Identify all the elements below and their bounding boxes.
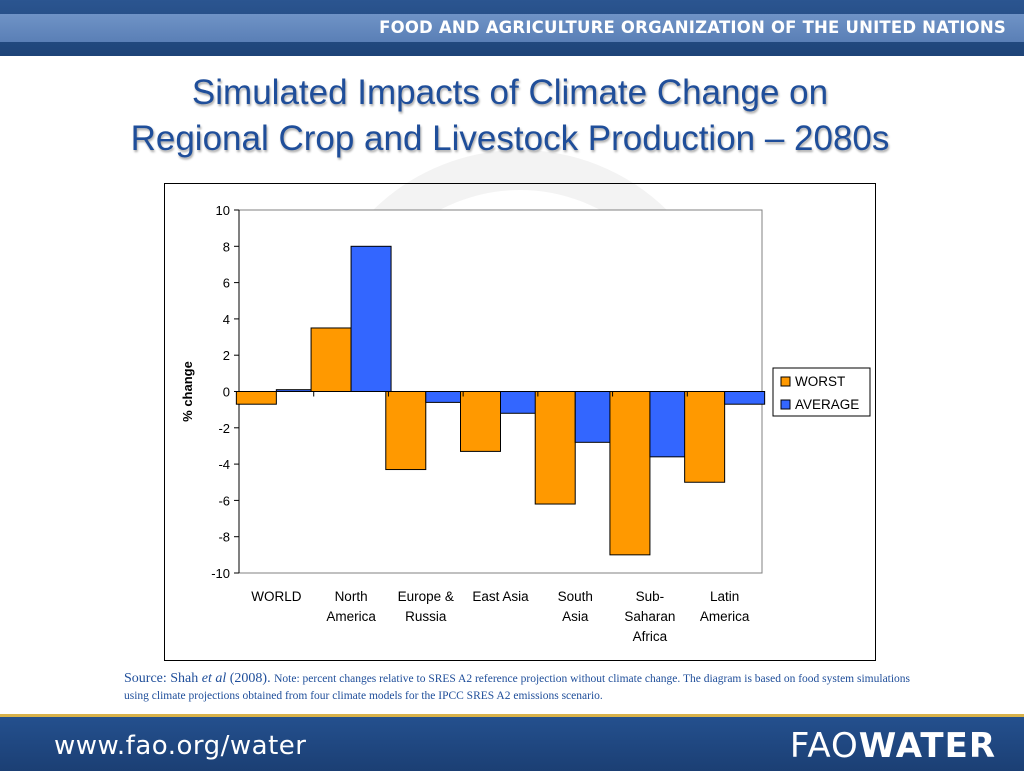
bar-worst xyxy=(235,391,277,405)
fao-water-logo: FAOWATER xyxy=(790,726,996,766)
brand-light: FAO xyxy=(789,726,859,766)
y-tick-label: 2 xyxy=(223,348,230,363)
source-author: Source: Shah xyxy=(124,671,202,686)
bar-average xyxy=(724,391,766,405)
y-tick-label: -10 xyxy=(211,566,230,581)
bar-average xyxy=(500,391,541,414)
bar-worst xyxy=(534,391,576,505)
x-tick-label: Russia xyxy=(405,609,447,624)
x-tick-label: America xyxy=(700,609,750,624)
source-note: Source: Shah et al (2008). Note: percent… xyxy=(124,670,924,705)
y-tick-label: -2 xyxy=(218,421,230,436)
legend-swatch-average xyxy=(780,399,791,410)
source-etal: et al xyxy=(201,671,227,686)
bar-average xyxy=(574,391,616,443)
legend-label-worst: WORST xyxy=(795,374,845,389)
footer-url[interactable]: www.fao.org/water xyxy=(54,731,307,761)
slide-title: Simulated Impacts of Climate Change on R… xyxy=(40,70,980,162)
y-tick-label: 0 xyxy=(223,385,230,400)
bar-average xyxy=(350,245,392,392)
title-line-1: Simulated Impacts of Climate Change on xyxy=(191,73,829,112)
y-tick-label: 6 xyxy=(223,276,230,291)
y-tick-label: -8 xyxy=(218,530,230,545)
x-tick-label: Asia xyxy=(562,609,589,624)
y-axis-label: % change xyxy=(180,361,195,422)
bar-worst xyxy=(460,391,501,452)
brand-bold: WATER xyxy=(858,726,996,766)
bar-worst xyxy=(385,391,427,471)
org-name: FOOD AND AGRICULTURE ORGANIZATION OF THE… xyxy=(379,18,1006,37)
x-tick-label: East Asia xyxy=(472,589,529,604)
bar-average xyxy=(649,391,691,458)
bar-worst xyxy=(609,391,651,556)
x-tick-label: North xyxy=(335,589,368,604)
x-tick-label: Europe & xyxy=(398,589,454,604)
source-year: (2008). xyxy=(226,671,275,686)
bar-average xyxy=(425,391,467,403)
source-note-text: Note: percent changes relative to SRES A… xyxy=(124,673,911,702)
y-tick-label: -6 xyxy=(218,493,230,508)
x-tick-label: Sub- xyxy=(636,589,665,604)
x-tick-label: America xyxy=(326,609,376,624)
x-tick-label: Saharan xyxy=(624,609,675,624)
footer-bar: www.fao.org/water FAOWATER xyxy=(0,714,1024,771)
x-tick-label: WORLD xyxy=(251,589,301,604)
title-line-2: Regional Crop and Livestock Production –… xyxy=(130,119,890,158)
legend-label-average: AVERAGE xyxy=(795,397,859,412)
header-bar: FOOD AND AGRICULTURE ORGANIZATION OF THE… xyxy=(0,0,1024,56)
x-tick-label: South xyxy=(558,589,593,604)
y-tick-label: -4 xyxy=(218,457,230,472)
bar-chart: 10 8 6 4 2 0 -2 -4 -6 -8 -10 % change WORLD North Amer… xyxy=(180,203,871,644)
bar-worst xyxy=(684,391,726,483)
y-tick-label: 4 xyxy=(223,312,230,327)
chart-frame: 10 8 6 4 2 0 -2 -4 -6 -8 -10 % change WORLD North Amer… xyxy=(164,183,876,661)
y-tick-label: 10 xyxy=(216,203,230,218)
y-tick-label: 8 xyxy=(223,239,230,254)
x-tick-label: Africa xyxy=(633,629,668,644)
bar-worst xyxy=(310,327,352,393)
x-tick-label: Latin xyxy=(710,589,739,604)
legend-swatch-worst xyxy=(780,376,791,387)
header-stripe xyxy=(0,14,1024,42)
